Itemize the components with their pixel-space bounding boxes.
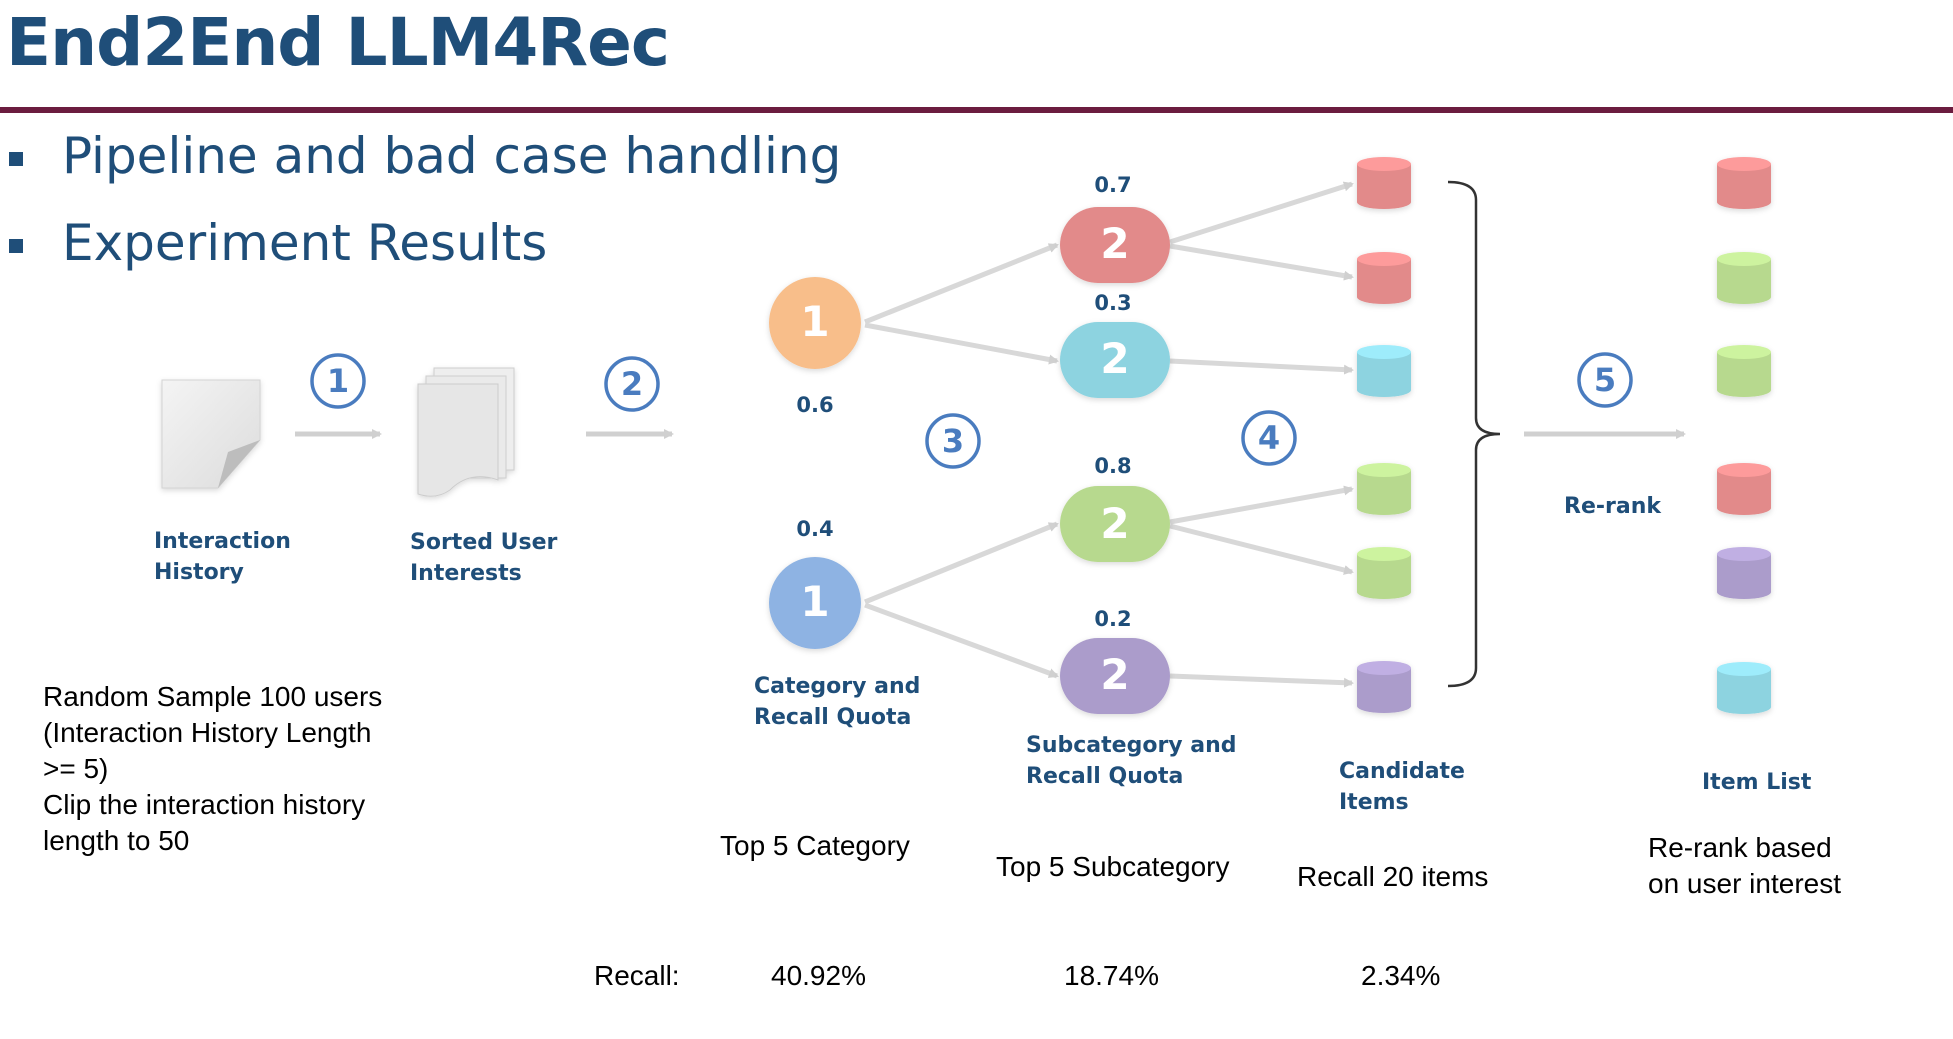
candidate-item-cylinder-icon <box>1357 547 1411 599</box>
step-number-5: 5 <box>1593 361 1617 399</box>
bullet-pipeline: Pipeline and bad case handling <box>62 127 842 185</box>
step-number-4: 4 <box>1257 419 1281 457</box>
candidate-item-cylinder-icon <box>1357 661 1411 713</box>
title-divider <box>0 107 1953 113</box>
candidate-item-cylinder-icon <box>1357 157 1411 209</box>
edge-cat2-sub4 <box>864 602 1059 679</box>
item-list-label: Item List <box>1702 770 1812 795</box>
subcategory-quota: 0.8 <box>1094 454 1132 478</box>
item-list-cylinder-icon <box>1717 662 1771 714</box>
grouping-bracket <box>1447 180 1501 688</box>
item-list-cylinder-icon <box>1717 463 1771 515</box>
candidate-item-cylinder-icon <box>1357 252 1411 304</box>
subcategory-node-label: 2 <box>1100 650 1130 699</box>
recall-items-value: 2.34% <box>1361 960 1441 991</box>
category-node-label: 1 <box>800 297 830 346</box>
interaction-history-label: Interaction History <box>154 529 291 585</box>
subcategory-node-label: 2 <box>1100 334 1130 383</box>
subcategory-node <box>1060 207 1170 283</box>
category-node <box>769 557 861 649</box>
category-quota: 0.4 <box>796 517 834 541</box>
subcategory-quota: 0.3 <box>1094 291 1132 315</box>
step-number-1: 1 <box>326 362 350 400</box>
step-circle-1 <box>310 353 366 409</box>
item-list-cylinder-icon <box>1717 252 1771 304</box>
subcategory-node <box>1060 638 1170 714</box>
top-subcategory-note: Top 5 Subcategory <box>996 851 1230 882</box>
step-circle-5 <box>1577 352 1633 408</box>
subcategory-quota-label: Subcategory and Recall Quota <box>1026 733 1237 789</box>
subcategory-node-label: 2 <box>1100 219 1130 268</box>
item-list-cylinder-icon <box>1717 547 1771 599</box>
sorted-interests-label: Sorted User Interests <box>410 530 558 586</box>
recall-label: Recall: <box>594 960 680 991</box>
item-list-cylinder-icon <box>1717 157 1771 209</box>
category-node <box>769 277 861 369</box>
edge-sub2-cand3 <box>1169 358 1354 375</box>
subcategory-quota: 0.2 <box>1094 607 1132 631</box>
candidate-items-label: Candidate Items <box>1339 759 1465 815</box>
edge-cat2-sub3 <box>864 521 1059 605</box>
recall-subcategory-value: 18.74% <box>1064 960 1159 991</box>
interaction-history-document-icon <box>161 379 261 489</box>
candidate-item-cylinder-icon <box>1357 345 1411 397</box>
bullet-marker <box>9 152 23 166</box>
recall-items-note: Recall 20 items <box>1297 861 1489 892</box>
subcategory-quota: 0.7 <box>1094 173 1132 197</box>
top-category-note: Top 5 Category <box>720 830 910 861</box>
candidate-item-cylinder-icon <box>1357 463 1411 515</box>
category-quota: 0.6 <box>796 393 834 417</box>
bullet-marker <box>9 239 23 253</box>
bullet-experiment: Experiment Results <box>62 214 548 272</box>
sample-note: Random Sample 100 users (Interaction His… <box>43 681 383 856</box>
step-number-2: 2 <box>620 365 644 403</box>
step-circle-3 <box>925 413 981 469</box>
edge-sub4-cand6 <box>1169 673 1354 688</box>
edge-sub1-cand2 <box>1169 243 1354 281</box>
step-number-3: 3 <box>941 422 965 460</box>
page-title: End2End LLM4Rec <box>6 4 670 81</box>
edge-sub3-cand5 <box>1169 523 1354 575</box>
step-circle-4 <box>1241 410 1297 466</box>
subcategory-node <box>1060 486 1170 562</box>
subcategory-node <box>1060 322 1170 398</box>
sorted-interests-documents-icon <box>417 367 515 497</box>
recall-category-value: 40.92% <box>771 960 866 991</box>
rerank-label: Re-rank <box>1564 494 1661 519</box>
edge-cat1-sub1 <box>864 242 1059 325</box>
rerank-basis-note: Re-rank based on user interest <box>1648 832 1841 899</box>
edge-cat1-sub2 <box>864 322 1059 365</box>
category-quota-label: Category and Recall Quota <box>754 674 921 730</box>
edge-sub1-cand1 <box>1169 181 1354 245</box>
item-list-cylinder-icon <box>1717 345 1771 397</box>
step-circle-2 <box>604 356 660 412</box>
edge-sub3-cand4 <box>1169 485 1354 525</box>
category-node-label: 1 <box>800 577 830 626</box>
subcategory-node-label: 2 <box>1100 499 1130 548</box>
